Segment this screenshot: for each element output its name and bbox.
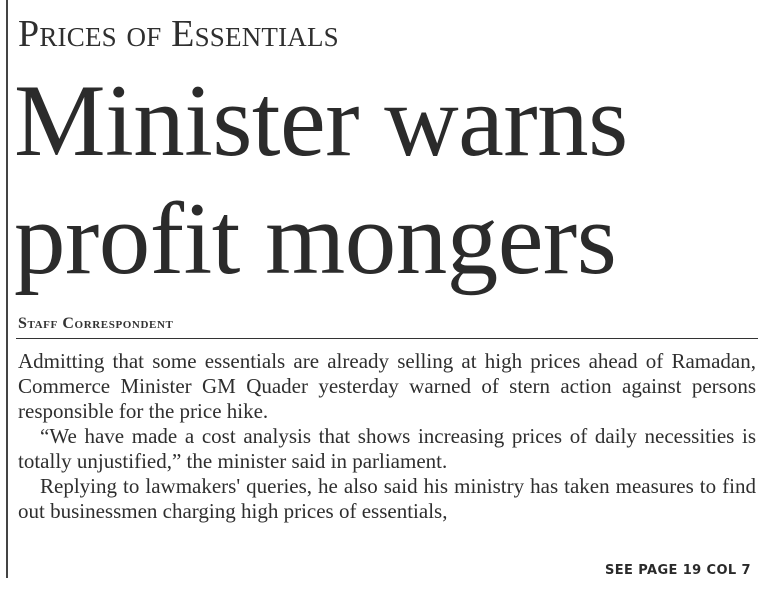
paragraph: Replying to lawmakers' queries, he also … [18, 474, 756, 523]
section-kicker: Prices of Essentials [18, 13, 339, 55]
byline: Staff Correspondent [18, 315, 174, 332]
headline-line-2: profit mongers [14, 182, 617, 296]
continuation-note: SEE PAGE 19 COL 7 [605, 563, 751, 578]
column-rule [6, 0, 8, 578]
article-body: Admitting that some essentials are alrea… [18, 349, 756, 524]
paragraph: Admitting that some essentials are alrea… [18, 349, 756, 423]
headline-line-1: Minister warns [14, 64, 628, 178]
byline-divider [16, 338, 758, 339]
paragraph: “We have made a cost analysis that shows… [18, 424, 756, 473]
headline: Minister warns profit mongers [14, 62, 774, 298]
